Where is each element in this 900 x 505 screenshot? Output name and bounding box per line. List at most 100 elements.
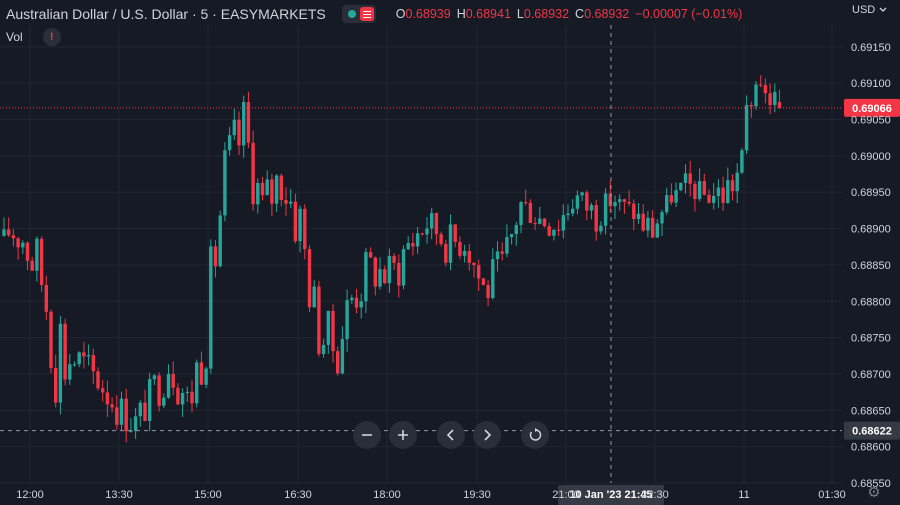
candle-body	[340, 339, 345, 374]
candle-body	[697, 181, 702, 200]
candle-body	[397, 262, 401, 286]
currency-selector[interactable]: USD	[852, 4, 887, 16]
plus-icon	[398, 430, 408, 440]
ohlc-legend: O0.68939 H0.68941 L0.68932 C0.68932 −0.0…	[396, 7, 743, 21]
candle-body	[735, 172, 739, 192]
candle-body	[444, 243, 448, 263]
reset-icon	[529, 428, 542, 441]
candle-body	[439, 234, 443, 244]
market-status-toggle[interactable]	[341, 5, 376, 23]
candle-body	[101, 388, 105, 393]
candle-body	[392, 256, 396, 263]
candle-body	[44, 284, 48, 312]
candle-body	[556, 229, 561, 231]
candle-body	[754, 84, 758, 107]
price-tick-label: 0.69050	[851, 115, 891, 127]
candle-body	[312, 286, 316, 308]
warning-icon[interactable]: !	[42, 28, 61, 46]
candle-body	[138, 402, 142, 417]
open-key: O	[395, 7, 406, 21]
candle-body	[218, 215, 222, 267]
candle-body	[430, 213, 434, 229]
symbol-title[interactable]: Australian Dollar / U.S. Dollar · 5 · EA…	[6, 6, 326, 22]
candle-body	[603, 193, 608, 226]
candle-body	[707, 194, 711, 203]
price-tick-label: 0.69150	[851, 42, 891, 54]
candle-body	[650, 217, 655, 238]
market-open-icon	[347, 10, 356, 18]
minus-icon	[362, 434, 372, 436]
candle-body	[740, 150, 744, 173]
price-tick-label: 0.69000	[851, 151, 891, 163]
candle-body	[618, 199, 622, 203]
candle-body	[232, 119, 236, 136]
candle-body	[185, 391, 189, 393]
candle-body	[364, 252, 368, 302]
candle-body	[477, 265, 481, 279]
candle-body	[744, 105, 749, 151]
crosshair-time-badge	[558, 485, 664, 505]
price-tick-label: 0.68600	[851, 442, 891, 454]
candle-body	[133, 416, 138, 431]
open-value: 0.68939	[405, 7, 451, 21]
time-tick-label: 13:30	[105, 489, 133, 501]
candle-body	[293, 201, 298, 242]
candle-body	[209, 246, 213, 369]
scroll-right-button[interactable]	[473, 421, 501, 449]
volume-label[interactable]: Vol	[6, 30, 23, 44]
candle-body	[669, 195, 674, 203]
zoom-in-button[interactable]	[389, 421, 417, 449]
high-value: 0.68941	[465, 7, 511, 21]
candle-body	[119, 398, 124, 425]
candle-body	[166, 373, 171, 398]
candle-body	[162, 397, 166, 406]
time-tick-label: 01:30	[818, 489, 846, 501]
candle-body	[336, 351, 340, 374]
candle-body	[242, 102, 246, 146]
price-tick-label: 0.68900	[851, 224, 891, 236]
candle-body	[279, 175, 283, 200]
candle-body	[21, 242, 25, 248]
candle-body	[721, 187, 725, 203]
zoom-out-button[interactable]	[353, 421, 381, 449]
candle-body	[693, 183, 697, 200]
gear-icon[interactable]: ⚙	[867, 484, 881, 501]
candle-body	[251, 142, 255, 205]
candle-body	[171, 373, 175, 388]
candle-body	[260, 182, 265, 196]
candle-body	[213, 246, 218, 267]
candle-body	[716, 187, 721, 196]
candle-body	[425, 228, 429, 235]
crosshair-price-label: 0.68622	[852, 426, 892, 438]
candle-body	[256, 182, 260, 205]
candle-body	[317, 286, 321, 354]
low-value: 0.68932	[523, 7, 570, 21]
candle-body	[63, 323, 67, 380]
candle-body	[585, 192, 589, 211]
reset-chart-button[interactable]	[521, 421, 549, 449]
candle-body	[204, 368, 208, 385]
candle-body	[538, 218, 542, 224]
time-tick-label: 15:00	[194, 489, 222, 501]
price-tick-label: 0.68550	[851, 478, 891, 490]
candle-body	[599, 225, 603, 232]
candle-body	[655, 223, 659, 238]
candle-body	[486, 284, 490, 299]
candle-body	[608, 193, 612, 207]
candle-body	[368, 252, 373, 258]
candle-body	[96, 371, 100, 389]
candle-body	[528, 202, 533, 224]
candle-body	[533, 223, 537, 225]
time-tick-label: 19:30	[463, 489, 491, 501]
chart-navigation	[353, 421, 557, 449]
candle-body	[331, 310, 335, 352]
candle-body	[472, 262, 476, 266]
candlestick-series	[2, 75, 782, 443]
candle-body	[77, 352, 81, 365]
candle-body	[524, 202, 528, 204]
price-tick-label: 0.68800	[851, 296, 891, 308]
change-value: −0.00007 (−0.01%)	[635, 7, 743, 21]
scroll-left-button[interactable]	[437, 421, 465, 449]
candle-body	[7, 229, 11, 236]
